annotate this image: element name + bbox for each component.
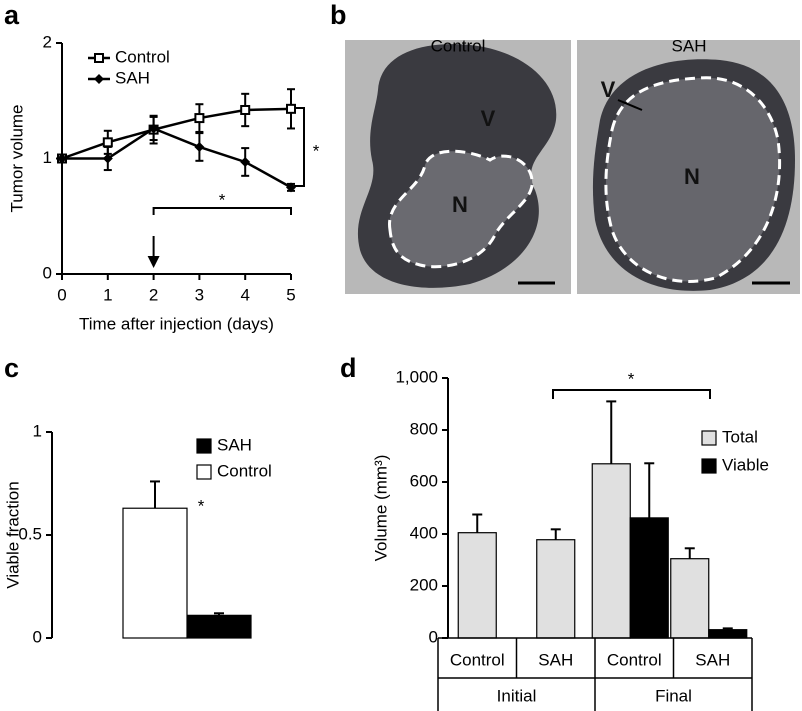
x-tick-label: Control <box>607 650 662 669</box>
y-axis-label: Volume (mm³) <box>371 455 390 562</box>
y-axis-label: Tumor volume <box>7 104 26 212</box>
marker <box>102 153 113 164</box>
x-tick-label: 0 <box>57 285 66 304</box>
legend-label: Total <box>722 427 758 446</box>
x-tick-label: SAH <box>538 650 573 669</box>
x-axis-label: Time after injection (days) <box>79 314 274 333</box>
y-tick-label: 800 <box>410 419 438 438</box>
region-label: N <box>452 192 468 217</box>
marker <box>286 103 296 114</box>
bar <box>670 558 710 639</box>
y-tick-label: 200 <box>410 575 438 594</box>
x-tick-label: SAH <box>695 650 730 669</box>
legend-label: SAH <box>217 435 252 454</box>
legend-swatch <box>196 438 212 454</box>
x-tick-label: 1 <box>103 285 112 304</box>
series-line <box>61 107 292 160</box>
x-tick-label: Control <box>450 650 505 669</box>
group-label: Initial <box>497 686 537 705</box>
legend-swatch <box>701 458 717 474</box>
y-tick-label: 400 <box>410 523 438 542</box>
bar <box>457 532 497 639</box>
y-tick-label: 0 <box>33 627 42 646</box>
y-tick-label: 0.5 <box>18 524 42 543</box>
annotation: * <box>628 369 635 388</box>
x-tick-label: 5 <box>286 285 295 304</box>
panel-label: c <box>4 353 19 383</box>
series-line <box>62 127 292 189</box>
y-tick-label: 0 <box>429 627 438 646</box>
y-tick-label: 1 <box>33 421 42 440</box>
image-title: Control <box>431 36 486 55</box>
group-label: Final <box>655 686 692 705</box>
marker <box>286 182 296 193</box>
y-axis-label: Viable fraction <box>3 481 22 588</box>
x-tick-label: 4 <box>240 285 249 304</box>
bar <box>708 629 748 639</box>
legend-swatch <box>196 464 212 480</box>
legend-swatch <box>701 430 717 446</box>
region-label: V <box>481 106 496 131</box>
arrow-head <box>147 256 160 268</box>
bracket <box>552 389 711 399</box>
region-label: N <box>684 164 700 189</box>
bar <box>629 517 669 639</box>
legend-label: Control <box>115 47 170 66</box>
bracket <box>294 107 305 187</box>
y-tick-label: 0 <box>43 263 52 282</box>
marker <box>240 156 251 167</box>
legend-label: Viable <box>722 455 769 474</box>
panel-label: b <box>330 0 347 30</box>
image-control: Control V N <box>345 36 571 294</box>
legend-label: SAH <box>115 68 150 87</box>
annotation: * <box>219 190 226 209</box>
marker <box>194 141 205 152</box>
y-tick-label: 600 <box>410 471 438 490</box>
marker <box>240 104 251 115</box>
x-tick-label: 2 <box>149 285 158 304</box>
bar <box>591 463 631 639</box>
y-tick-label: 1 <box>43 148 52 167</box>
marker <box>194 113 205 124</box>
marker <box>94 53 104 63</box>
marker <box>102 137 113 148</box>
annotation: * <box>313 141 320 160</box>
legend-label: Control <box>217 461 272 480</box>
annotation: * <box>198 496 205 515</box>
x-tick-label: 3 <box>195 285 204 304</box>
bracket <box>152 207 292 215</box>
panel-label: d <box>340 353 357 383</box>
marker <box>148 123 159 134</box>
y-tick-label: 2 <box>43 32 52 51</box>
marker <box>57 153 67 164</box>
bar <box>186 614 252 639</box>
y-tick-label: 1,000 <box>395 367 438 386</box>
region-label: V <box>601 77 616 102</box>
bar <box>122 507 188 639</box>
image-sah: SAH V N <box>577 36 800 294</box>
image-title: SAH <box>672 36 707 55</box>
bar <box>536 539 576 639</box>
marker <box>94 74 104 84</box>
panel-label: a <box>4 0 20 30</box>
